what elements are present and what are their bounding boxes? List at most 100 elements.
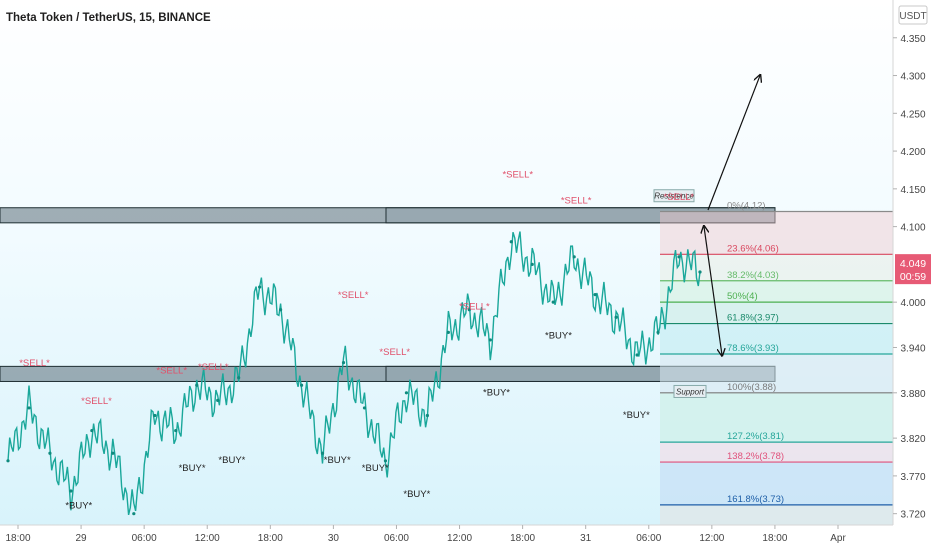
price-point[interactable] (656, 330, 660, 334)
price-point[interactable] (635, 353, 639, 357)
buy-signal-label: *BUY* (65, 501, 92, 512)
fib-zone (660, 442, 893, 463)
price-point[interactable] (48, 451, 52, 455)
price-point[interactable] (174, 428, 178, 433)
price-point[interactable] (446, 330, 450, 334)
fib-level-label: 0%(4.12) (727, 201, 766, 212)
time-tick-label: 12:00 (699, 533, 724, 544)
sell-signal-label: *SELL* (502, 169, 533, 180)
fib-zone (660, 323, 893, 355)
time-tick-label: 31 (580, 533, 592, 544)
support-label-box (673, 384, 707, 398)
price-point[interactable] (299, 383, 304, 387)
sell-signal-label: *SELL* (379, 347, 410, 358)
fib-level-label: 61.8%(3.97) (727, 313, 779, 324)
time-tick-label: 18:00 (258, 533, 283, 544)
time-tick-label: 29 (76, 533, 88, 544)
price-point[interactable] (69, 489, 73, 493)
fib-level-label: 38.2%(4.03) (727, 270, 779, 281)
chart-title: Theta Token / TetherUS, 15, BINANCE (6, 12, 211, 24)
price-point[interactable] (362, 406, 367, 410)
currency-badge[interactable]: USDT (898, 5, 928, 25)
current-price-badge: 4.049 00:59 (895, 254, 931, 285)
price-point[interactable] (593, 293, 597, 297)
sell-signal-label: *SELL* (156, 366, 187, 377)
currency-badge-label: USDT (899, 11, 926, 22)
price-point[interactable] (614, 315, 618, 319)
price-point[interactable] (279, 308, 283, 312)
time-tick-label: 18:00 (762, 533, 787, 544)
price-point[interactable] (404, 391, 409, 395)
buy-signal-label: *BUY* (483, 387, 510, 398)
price-point[interactable] (509, 240, 513, 244)
sell-signal-label: *SELL* (198, 362, 229, 373)
price-axis[interactable]: 4.350 4.300 4.250 4.200 4.150 4.100 4.000 3.940… (893, 34, 926, 521)
fib-level-label: 78.6%(3.93) (727, 343, 779, 354)
sell-signal-label: *SELL* (664, 192, 695, 203)
buy-signal-label: *BUY* (545, 331, 572, 342)
time-tick-label: 06:00 (132, 533, 157, 544)
sell-signal-label: *SELL* (459, 301, 490, 312)
price-point[interactable] (27, 406, 31, 410)
fib-zone (660, 280, 893, 303)
price-tick-label: 3.940 (900, 343, 925, 354)
price-tick-label: 4.250 (900, 109, 925, 120)
fib-zone (660, 211, 893, 255)
fib-zone (660, 504, 893, 525)
price-tick-label: 4.000 (900, 298, 925, 309)
price-point[interactable] (572, 255, 576, 259)
fib-level-label: 100%(3.88) (727, 382, 776, 393)
fib-level-label: 127.2%(3.81) (727, 431, 784, 442)
price-point[interactable] (320, 451, 325, 455)
time-tick-label: 18:00 (510, 533, 535, 544)
price-tick-label: 3.820 (900, 434, 925, 445)
buy-signal-label: *BUY* (179, 463, 206, 474)
price-point[interactable] (467, 308, 471, 312)
sell-signal-label: *SELL* (19, 358, 50, 369)
buy-signal-label: *BUY* (218, 455, 245, 466)
price-point[interactable] (195, 383, 199, 387)
price-point[interactable] (216, 398, 220, 402)
time-tick-label: 18:00 (5, 533, 30, 544)
price-point[interactable] (258, 285, 262, 289)
time-tick-label: 30 (328, 533, 340, 544)
price-point[interactable] (153, 413, 157, 418)
price-tick-label: 3.720 (900, 510, 925, 521)
price-point[interactable] (425, 413, 429, 418)
price-tick-label: 3.880 (900, 389, 925, 400)
price-point[interactable] (132, 512, 136, 516)
price-tick-label: 4.200 (900, 147, 925, 158)
price-point[interactable] (677, 255, 681, 259)
time-axis[interactable]: 18:00 29 06:00 12:00 18:00 30 06:00 12:00 18:00 3… (5, 525, 846, 544)
price-tick-label: 4.300 (900, 72, 925, 83)
sell-signal-label: *SELL* (338, 290, 369, 301)
price-point[interactable] (383, 459, 388, 463)
buy-signal-label: *BUY* (362, 463, 389, 474)
resistance-label: Resistence (654, 192, 694, 201)
price-point[interactable] (341, 360, 346, 365)
price-point[interactable] (551, 300, 555, 304)
time-tick-label: 06:00 (384, 533, 409, 544)
price-point[interactable] (237, 376, 241, 380)
sell-signal-label: *SELL* (561, 196, 592, 207)
fib-zone (660, 462, 893, 505)
price-point[interactable] (698, 270, 702, 274)
time-tick-label: 12:00 (195, 533, 220, 544)
buy-signal-label: *BUY* (623, 410, 650, 421)
price-tick-label: 4.150 (900, 185, 925, 196)
price-line[interactable] (7, 231, 701, 516)
buy-signal-label: *BUY* (403, 489, 430, 500)
time-tick-label: 12:00 (447, 533, 472, 544)
price-point[interactable] (530, 262, 534, 266)
price-point[interactable] (90, 428, 94, 433)
price-point[interactable] (488, 338, 492, 342)
down-projection-arrow (704, 227, 722, 355)
price-point[interactable] (6, 459, 10, 463)
current-price-value: 4.049 (900, 258, 926, 270)
fib-level-label: 23.6%(4.06) (727, 243, 779, 254)
price-point[interactable] (111, 451, 115, 455)
bar-countdown: 00:59 (900, 271, 926, 283)
time-tick-label: Apr (830, 533, 846, 544)
